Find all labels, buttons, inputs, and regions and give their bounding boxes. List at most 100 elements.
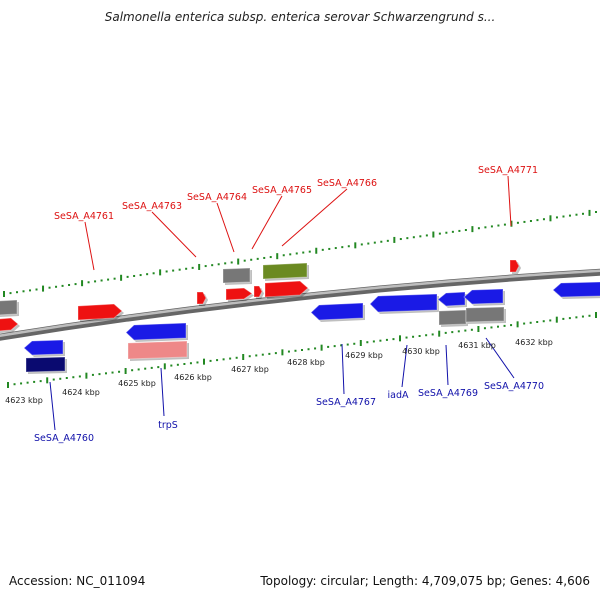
gene-pseudo-light[interactable] bbox=[127, 340, 189, 361]
gene-label-forward[interactable]: SeSA_A4761 bbox=[54, 211, 114, 222]
gene-label-reverse[interactable]: SeSA_A4760 bbox=[34, 433, 94, 444]
gene-forward-e-body[interactable] bbox=[254, 286, 262, 297]
gene-forward-f-highlight bbox=[264, 280, 309, 298]
reverse-tick-mark bbox=[261, 353, 264, 356]
reverse-tick-mark bbox=[46, 377, 49, 384]
forward-tick-mark bbox=[484, 226, 487, 229]
forward-tick-mark bbox=[425, 234, 428, 237]
forward-tick-mark bbox=[250, 258, 253, 261]
gene-label-reverse[interactable]: SeSA_A4769 bbox=[418, 388, 478, 399]
forward-tick-mark bbox=[575, 213, 578, 216]
forward-tick-mark bbox=[458, 229, 461, 232]
gene-label-forward[interactable]: SeSA_A4763 bbox=[122, 201, 182, 212]
gene-gray-b[interactable] bbox=[222, 267, 252, 285]
gene-reverse-g[interactable] bbox=[552, 281, 600, 299]
gene-features[interactable] bbox=[0, 259, 600, 374]
gene-reverse-c-body[interactable] bbox=[311, 303, 363, 320]
gene-gray-a[interactable] bbox=[0, 299, 19, 317]
gene-gray-b-body[interactable] bbox=[223, 268, 250, 283]
gene-forward-a[interactable] bbox=[0, 317, 20, 333]
gene-gray-c[interactable] bbox=[438, 309, 468, 327]
gene-reverse-g-body[interactable] bbox=[553, 282, 600, 297]
gene-forward-b[interactable] bbox=[77, 303, 124, 322]
gene-reverse-a-body[interactable] bbox=[24, 340, 63, 355]
gene-reverse-b-body[interactable] bbox=[126, 323, 186, 340]
gene-gray-c-body[interactable] bbox=[439, 310, 466, 325]
gene-label-reverse[interactable]: trpS bbox=[158, 420, 178, 431]
reverse-leader-2 bbox=[341, 343, 345, 395]
forward-tick-mark bbox=[406, 237, 409, 240]
gene-rna-olive-body[interactable] bbox=[263, 263, 307, 279]
gene-gray-a-body[interactable] bbox=[0, 300, 17, 315]
gene-label-reverse[interactable]: SeSA_A4767 bbox=[316, 397, 376, 408]
gene-forward-f[interactable] bbox=[264, 280, 310, 299]
forward-tick-mark bbox=[55, 285, 58, 288]
gene-reverse-f[interactable] bbox=[463, 288, 505, 306]
gene-forward-f-body[interactable] bbox=[265, 281, 308, 297]
accession-text: Accession: NC_011094 bbox=[9, 574, 146, 588]
gene-forward-d[interactable] bbox=[225, 287, 254, 302]
reverse-tick-mark bbox=[13, 383, 16, 386]
forward-tick-mark bbox=[87, 281, 90, 284]
gene-reverse-c[interactable] bbox=[310, 302, 365, 322]
gene-labels[interactable]: SeSA_A4761 SeSA_A4763 SeSA_A4764 SeSA_A4765… bbox=[34, 165, 544, 444]
forward-tick-mark bbox=[48, 286, 51, 289]
gene-gray-d[interactable] bbox=[465, 306, 506, 324]
gene-reverse-dark[interactable] bbox=[25, 356, 67, 374]
forward-tick-mark bbox=[198, 263, 201, 270]
gene-rna-olive-highlight bbox=[262, 262, 308, 280]
reverse-tick-mark bbox=[536, 321, 539, 323]
forward-tick-mark bbox=[61, 284, 64, 287]
forward-tick-mark bbox=[451, 230, 454, 233]
gene-pseudo-light-body[interactable] bbox=[128, 341, 187, 359]
gene-reverse-e-body[interactable] bbox=[438, 292, 465, 306]
gene-reverse-d-body[interactable] bbox=[370, 294, 437, 312]
gene-forward-g-body[interactable] bbox=[510, 260, 519, 272]
gene-reverse-dark-body[interactable] bbox=[26, 357, 65, 372]
gene-gray-d-body[interactable] bbox=[466, 307, 504, 322]
gene-label-forward[interactable]: SeSA_A4764 bbox=[187, 192, 247, 203]
reverse-tick-mark bbox=[568, 317, 571, 320]
gene-label-reverse[interactable]: SeSA_A4770 bbox=[484, 381, 544, 392]
gene-reverse-f-body[interactable] bbox=[464, 289, 503, 304]
gene-label-forward[interactable]: SeSA_A4771 bbox=[478, 165, 538, 176]
gene-forward-b-highlight bbox=[77, 303, 123, 321]
forward-tick-mark bbox=[510, 220, 513, 227]
forward-tick-mark bbox=[471, 226, 474, 233]
gene-reverse-b-highlight bbox=[125, 322, 187, 341]
gene-label-forward[interactable]: SeSA_A4766 bbox=[317, 178, 377, 189]
reverse-tick-mark bbox=[209, 359, 212, 362]
gene-forward-c[interactable] bbox=[196, 291, 208, 306]
gene-gray-d-highlight bbox=[465, 306, 505, 323]
gene-forward-b-body[interactable] bbox=[78, 304, 122, 320]
reverse-tick-mark bbox=[235, 356, 238, 359]
gene-forward-d-body[interactable] bbox=[226, 288, 252, 300]
gene-forward-g[interactable] bbox=[509, 259, 521, 274]
gene-forward-c-highlight bbox=[196, 291, 207, 305]
gene-reverse-e[interactable] bbox=[437, 291, 467, 308]
forward-tick-mark bbox=[445, 231, 448, 234]
position-tick-label: 4630 kbp bbox=[402, 347, 440, 356]
gene-reverse-d[interactable] bbox=[369, 293, 439, 314]
forward-tick-mark bbox=[412, 236, 415, 239]
gene-rna-olive[interactable] bbox=[262, 262, 309, 281]
forward-leader-4 bbox=[281, 188, 348, 247]
gene-forward-e[interactable] bbox=[253, 285, 264, 299]
gene-forward-c-body[interactable] bbox=[197, 292, 206, 304]
gene-label-forward[interactable]: SeSA_A4765 bbox=[252, 185, 312, 196]
gene-label-reverse[interactable]: iadA bbox=[388, 390, 409, 401]
forward-tick-mark bbox=[490, 225, 493, 228]
forward-tick-mark bbox=[477, 227, 480, 230]
gene-reverse-a[interactable] bbox=[23, 339, 65, 357]
reverse-tick-mark bbox=[72, 376, 75, 379]
reverse-tick-mark bbox=[85, 372, 88, 379]
forward-tick-mark bbox=[68, 283, 71, 286]
forward-tick-mark bbox=[159, 269, 162, 276]
gene-forward-a-body[interactable] bbox=[0, 318, 18, 331]
gene-reverse-b[interactable] bbox=[125, 322, 188, 342]
reverse-tick-mark bbox=[176, 363, 179, 366]
forward-tick-mark bbox=[282, 254, 285, 257]
reverse-tick-mark bbox=[248, 355, 251, 358]
